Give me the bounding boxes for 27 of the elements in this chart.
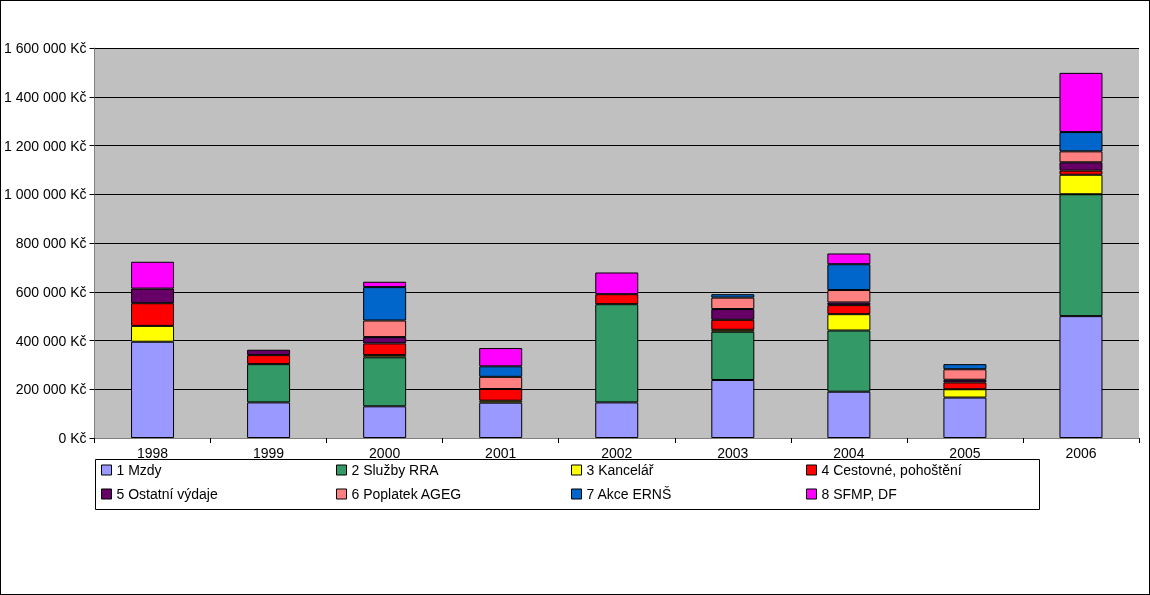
y-tick-label: 400 000 Kč	[15, 332, 87, 349]
y-tick-label: 1 200 000 Kč	[3, 137, 87, 154]
y-tick-label: 600 000 Kč	[15, 283, 87, 300]
x-tick-label: 2002	[601, 445, 633, 461]
y-tick-label: 0 Kč	[58, 430, 87, 446]
x-tick-label: 1998	[136, 445, 169, 461]
x-tick-label: 1999	[253, 445, 285, 461]
x-tick-label: 2000	[369, 445, 401, 461]
x-tick-label: 2001	[485, 445, 517, 461]
y-tick-label: 1 000 000 Kč	[3, 186, 87, 203]
legend-label: 3 Kancelář	[586, 462, 654, 478]
x-tick-label: 2003	[717, 445, 749, 461]
x-tick-label: 2006	[1065, 445, 1097, 461]
y-tick-label: 1 600 000 Kč	[3, 40, 87, 56]
x-tick-label: 2005	[949, 445, 981, 461]
legend-label: 7 Akce ERNŠ	[586, 486, 672, 502]
x-tick-label: 2004	[833, 445, 865, 461]
legend-label: 8 SFMP, DF	[821, 486, 897, 502]
legend-label: 4 Cestovné, pohoštění	[821, 462, 962, 478]
legend-label: 5 Ostatní výdaje	[116, 486, 218, 502]
legend-label: 6 Poplatek AGEG	[351, 486, 462, 502]
y-tick-label: 200 000 Kč	[15, 381, 87, 398]
bar	[479, 402, 523, 438]
y-tick-label: 1 400 000 Kč	[3, 88, 87, 105]
legend-label: 1 Mzdy	[116, 462, 162, 478]
y-tick-label: 800 000 Kč	[15, 235, 87, 251]
legend-label: 2 Služby RRA	[351, 462, 440, 478]
